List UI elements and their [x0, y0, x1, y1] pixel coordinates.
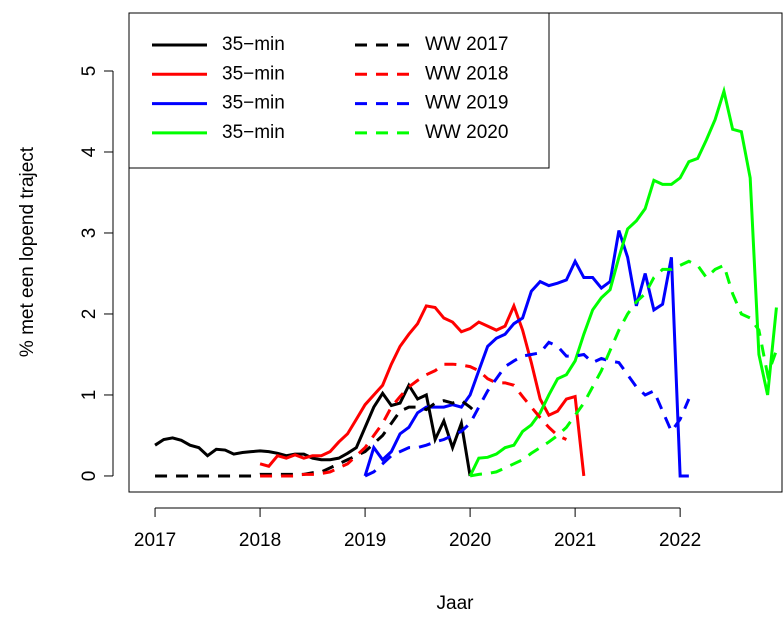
legend-label: 35−min: [222, 63, 285, 84]
x-axis-label: Jaar: [437, 593, 475, 614]
x-tick-label: 2022: [659, 530, 701, 551]
legend-label: 35−min: [222, 93, 285, 114]
legend-label: WW 2018: [425, 63, 508, 84]
legend-box: [128, 12, 550, 169]
x-tick-label: 2021: [554, 530, 596, 551]
series-line: [364, 340, 691, 478]
legend-label: 35−min: [222, 34, 285, 55]
y-tick-label: 5: [79, 66, 100, 77]
y-tick-label: 4: [79, 146, 100, 157]
y-tick-label: 0: [79, 471, 100, 482]
series-line: [259, 301, 586, 477]
series-line: [155, 398, 480, 478]
series-line: [260, 362, 568, 478]
x-tick-label: 2020: [449, 530, 491, 551]
y-axis-label: % met een lopend traject: [17, 146, 38, 357]
y-tick-label: 1: [79, 390, 100, 401]
legend-label: WW 2020: [425, 122, 508, 143]
y-tick-label: 3: [79, 228, 100, 239]
series-line: [363, 230, 689, 478]
series-line: [468, 85, 778, 477]
series-line: [154, 382, 472, 477]
x-tick-label: 2019: [344, 530, 386, 551]
y-tick-label: 2: [79, 309, 100, 320]
x-tick-label: 2018: [239, 530, 281, 551]
legend-label: WW 2017: [425, 34, 508, 55]
legend-label: 35−min: [222, 122, 285, 143]
x-tick-label: 2017: [134, 530, 176, 551]
series-line: [469, 259, 778, 478]
legend-label: WW 2019: [425, 93, 508, 114]
